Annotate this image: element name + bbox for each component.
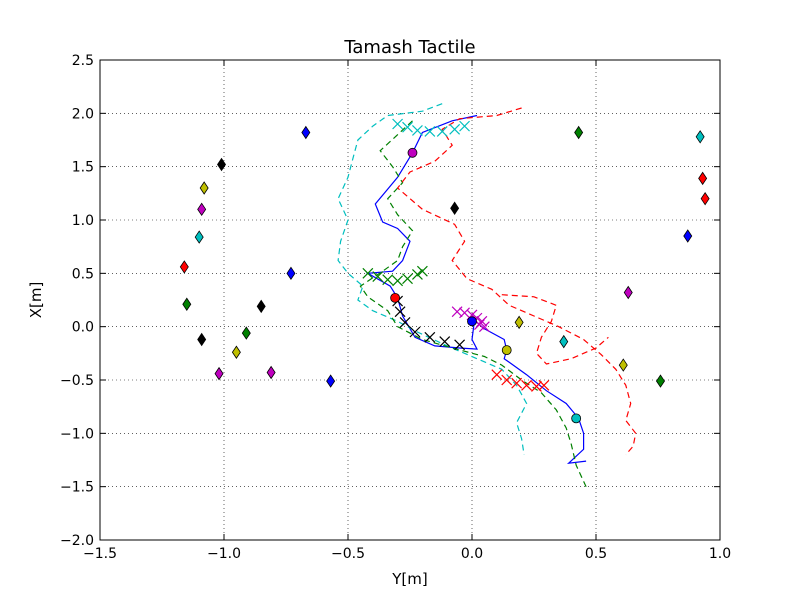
diamond-marker	[450, 201, 460, 215]
diamond-marker	[266, 365, 276, 380]
diamond-marker	[695, 130, 705, 144]
diamond-marker	[217, 157, 227, 172]
x-marker	[392, 118, 404, 130]
diamond-marker	[326, 374, 336, 388]
position-marker	[407, 147, 418, 158]
y-tick-label: −2.0	[60, 533, 94, 549]
x-marker	[491, 369, 503, 381]
plot-frame	[99, 59, 721, 541]
x-marker	[511, 377, 523, 389]
position-marker	[501, 345, 512, 356]
diamond-marker	[559, 334, 569, 349]
x-tick-label: −1.5	[83, 546, 117, 562]
diamond-marker	[301, 125, 311, 140]
x-marker	[424, 126, 436, 137]
diamond-marker	[197, 202, 207, 217]
x-axis-label: Y[m]	[391, 570, 427, 588]
diamond-marker	[231, 345, 241, 359]
x-marker	[459, 307, 470, 319]
x-marker	[454, 339, 466, 351]
y-tick-label: −1.0	[60, 426, 94, 442]
x-marker	[501, 374, 513, 386]
x-marker	[372, 271, 384, 282]
position-marker	[467, 316, 477, 327]
diamond-marker	[241, 326, 251, 340]
x-marker	[362, 267, 374, 279]
x-marker	[416, 265, 428, 277]
diamond-marker	[700, 191, 710, 206]
x-marker	[409, 326, 421, 338]
x-tick-label: 0.5	[585, 546, 607, 562]
y-tick-label: 0.0	[72, 320, 94, 336]
y-tick-label: −0.5	[60, 373, 94, 389]
y-axis-label: X[m]	[27, 282, 45, 319]
diamond-marker	[194, 230, 204, 244]
diamond-marker	[655, 374, 665, 388]
x-marker	[392, 275, 404, 287]
x-marker	[459, 120, 470, 132]
diamond-marker	[514, 315, 524, 330]
x-marker	[521, 379, 532, 391]
axis-ticks: −1.5 −1.0 −0.5 0.0 0.5 1.0−2.0−1.5−1.0−0.50.0…	[60, 53, 731, 562]
chart-title: Tamash Tactile	[343, 37, 475, 58]
y-tick-label: 1.5	[72, 160, 94, 176]
x-marker	[382, 274, 394, 286]
y-tick-label: 0.5	[72, 266, 94, 282]
diamond-marker	[179, 260, 189, 274]
plot-data	[179, 103, 710, 487]
trajectory-line	[337, 103, 528, 455]
trajectory-line	[396, 107, 637, 456]
x-marker	[449, 123, 461, 135]
diamond-marker	[199, 181, 209, 195]
x-marker	[424, 331, 436, 343]
trajectory-line	[365, 114, 587, 465]
x-marker	[439, 336, 451, 348]
x-tick-label: 0.0	[461, 546, 483, 562]
x-marker	[399, 316, 411, 328]
diamond-marker	[683, 229, 693, 243]
x-marker	[412, 124, 423, 136]
y-tick-label: 2.5	[72, 53, 94, 69]
x-marker	[412, 268, 423, 280]
y-tick-label: −1.5	[60, 480, 94, 496]
position-marker	[390, 292, 401, 303]
diamond-marker	[197, 332, 207, 347]
x-tick-label: −0.5	[331, 546, 365, 562]
trajectory-line	[501, 294, 609, 365]
diamond-marker	[182, 297, 192, 311]
x-marker	[436, 126, 448, 137]
diamond-marker	[256, 299, 266, 314]
x-marker	[538, 379, 550, 391]
x-marker	[394, 306, 406, 318]
x-marker	[402, 273, 413, 285]
x-marker	[402, 121, 413, 133]
position-marker	[571, 413, 582, 424]
x-tick-label: 1.0	[709, 546, 731, 562]
diamond-marker	[618, 358, 628, 372]
diamond-marker	[623, 285, 633, 300]
diamond-marker	[286, 266, 296, 281]
diamond-marker	[214, 366, 224, 381]
x-tick-label: −1.0	[207, 546, 241, 562]
diamond-marker	[574, 125, 584, 140]
x-marker	[478, 321, 490, 333]
y-tick-label: 2.0	[72, 106, 94, 122]
diamond-marker	[698, 171, 708, 186]
y-tick-label: 1.0	[72, 213, 94, 229]
